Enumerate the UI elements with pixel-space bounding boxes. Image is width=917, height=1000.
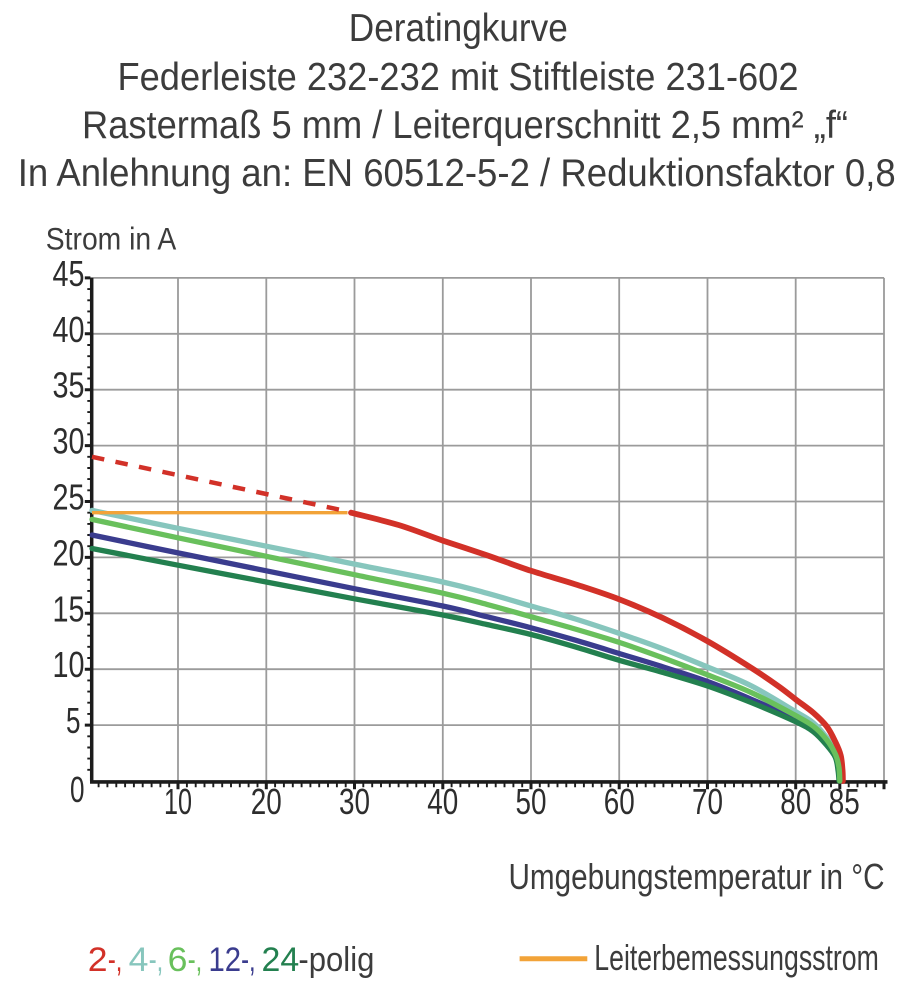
svg-text:0: 0 — [70, 769, 85, 810]
svg-text:10: 10 — [164, 781, 192, 822]
svg-text:Strom in A: Strom in A — [46, 221, 177, 256]
svg-text:45: 45 — [53, 253, 85, 294]
svg-text:5: 5 — [66, 700, 81, 741]
svg-text:20: 20 — [53, 532, 85, 573]
svg-text:30: 30 — [339, 781, 370, 822]
svg-text:In Anlehnung an: EN 60512-5-2: In Anlehnung an: EN 60512-5-2 / Reduktio… — [18, 152, 896, 195]
svg-text:80: 80 — [780, 781, 811, 822]
svg-text:12: 12 — [209, 941, 242, 979]
svg-text:40: 40 — [53, 309, 85, 350]
svg-text:-polig: -polig — [298, 941, 374, 979]
svg-text:60: 60 — [604, 781, 635, 822]
svg-text:85: 85 — [829, 781, 860, 822]
svg-text:2: 2 — [88, 941, 108, 979]
svg-text:-,: -, — [108, 941, 123, 979]
svg-text:40: 40 — [427, 781, 458, 822]
svg-text:10: 10 — [53, 644, 85, 685]
svg-text:35: 35 — [53, 365, 85, 406]
svg-text:30: 30 — [53, 421, 85, 462]
svg-text:20: 20 — [251, 781, 282, 822]
svg-text:6: 6 — [168, 941, 188, 979]
svg-text:50: 50 — [516, 781, 547, 822]
svg-text:15: 15 — [53, 588, 85, 629]
svg-text:-,: -, — [188, 941, 203, 979]
svg-text:25: 25 — [53, 477, 85, 518]
svg-text:70: 70 — [692, 781, 723, 822]
svg-text:4: 4 — [129, 941, 149, 979]
svg-text:-,: -, — [149, 941, 164, 979]
svg-text:Rastermaß 5 mm / Leiterquersch: Rastermaß 5 mm / Leiterquerschnitt 2,5 m… — [82, 104, 848, 147]
svg-text:Umgebungstemperatur in °C: Umgebungstemperatur in °C — [509, 856, 885, 897]
svg-text:Leiterbemessungsstrom: Leiterbemessungsstrom — [594, 937, 879, 978]
svg-text:-,: -, — [241, 941, 256, 979]
svg-text:Deratingkurve: Deratingkurve — [349, 7, 568, 50]
svg-text:24: 24 — [262, 941, 300, 979]
svg-text:Federleiste 232-232 mit Stiftl: Federleiste 232-232 mit Stiftleiste 231-… — [118, 56, 799, 99]
